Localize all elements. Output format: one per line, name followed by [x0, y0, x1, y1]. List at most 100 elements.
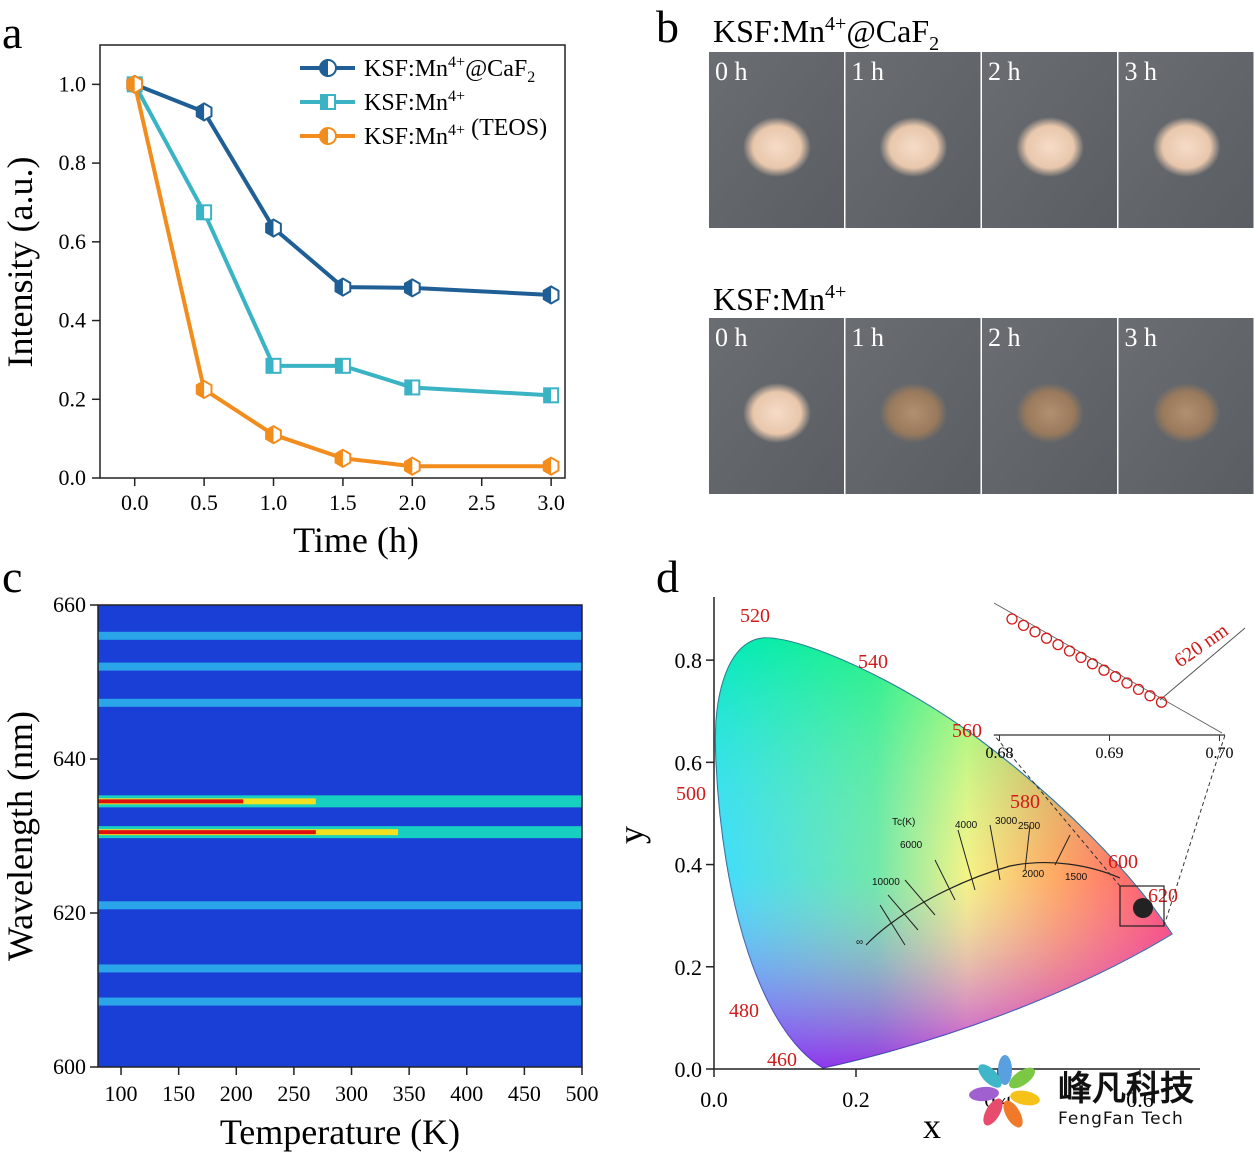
title-sub: 2 [929, 33, 939, 55]
cct-label: ∞ [856, 937, 863, 948]
x-tick-label: 2.0 [399, 490, 427, 515]
x-tick-label: 0.6 [1126, 1087, 1154, 1112]
data-point-fill [404, 457, 413, 475]
inset-data-point [1086, 658, 1099, 670]
cct-label: 2000 [1022, 869, 1045, 880]
powder-sample [743, 117, 811, 177]
wavelength-label: 480 [729, 1000, 759, 1022]
watermark-english-text: FengFan Tech [1058, 1109, 1184, 1129]
zoom-connector [993, 734, 1121, 887]
photo-time-label: 3 h [1125, 57, 1158, 86]
panel-d-cie-diagram: Tc(K) 10000 6000 4000 3000 2500 2000 1500 ∞ 0.0 0… [611, 597, 1246, 1146]
inset-data-point [1040, 632, 1053, 644]
x-tick-label: 3.0 [537, 490, 565, 515]
inset-tick-label: 0.69 [1096, 745, 1124, 762]
y-tick-label: 0.8 [675, 648, 703, 673]
zoom-connector [1163, 734, 1226, 927]
planck-curve [865, 862, 1121, 946]
cct-label: 1500 [1065, 872, 1088, 883]
watermark-logo: 峰凡科技 FengFan Tech [969, 1055, 1194, 1129]
legend-sup: 4+ [448, 88, 465, 105]
watermark-chinese-text: 峰凡科技 [1058, 1069, 1194, 1109]
panel-b-letter: b [656, 1, 679, 52]
photo-group-title: KSF:Mn4+@CaF2 [713, 13, 939, 55]
cct-label: 4000 [955, 820, 978, 831]
wavelength-label: 620 [1148, 885, 1178, 907]
inset-data-point [1109, 670, 1122, 683]
data-point-fill [335, 278, 343, 296]
legend-main: KSF:Mn [364, 124, 448, 150]
inset-data-point [1052, 638, 1064, 651]
data-point-fill [266, 358, 274, 373]
wavelength-label: 540 [858, 651, 888, 673]
y-tick-label: 0.4 [59, 308, 87, 333]
heatmap-band-peak [98, 799, 244, 804]
inset-data-point [1132, 683, 1145, 696]
inset-tick-label: 0.68 [986, 745, 1014, 762]
data-point-fill [266, 426, 274, 444]
title-sup: 4+ [825, 13, 846, 35]
powder-sample [879, 383, 948, 443]
data-point-fill [127, 75, 135, 93]
data-point-fill [543, 286, 552, 304]
isotherm-line [887, 894, 919, 931]
inset-data-point [1017, 619, 1030, 632]
y-tick-label: 0.0 [675, 1057, 703, 1082]
isotherm-line [1024, 824, 1031, 871]
legend-marker-fill [321, 95, 328, 109]
data-point-fill [266, 219, 274, 237]
zoom-box [1119, 885, 1165, 927]
panel-d-xlabel: x [923, 1106, 941, 1146]
photo-time-label: 1 h [852, 57, 885, 86]
photo-time-label: 2 h [988, 57, 1021, 86]
inset-data-point [1144, 690, 1156, 702]
data-point-fill [335, 358, 343, 373]
x-tick-label: 300 [335, 1081, 368, 1106]
wavelength-label: 600 [1108, 851, 1138, 873]
series-line [133, 82, 552, 297]
photo-time-label: 2 h [988, 323, 1021, 352]
y-tick-label: 0.2 [59, 386, 87, 411]
x-tick-label: 450 [508, 1081, 541, 1106]
x-tick-label: 0.0 [700, 1087, 728, 1112]
data-point-fill [196, 103, 205, 121]
y-tick-label: 0.0 [59, 465, 87, 490]
y-tick-label: 0.4 [675, 853, 703, 878]
inset-data-point [1029, 626, 1041, 638]
x-tick-label: 2.5 [468, 490, 496, 515]
isotherm-line [1054, 834, 1071, 866]
photo-time-label: 1 h [852, 323, 885, 352]
isotherm-line [989, 824, 1001, 881]
panel-c-frame [97, 604, 583, 1068]
title-main: KSF:Mn [713, 13, 825, 49]
x-tick-label: 250 [277, 1081, 310, 1106]
wavelength-label: 460 [767, 1049, 797, 1071]
isotherm-line [934, 859, 956, 901]
panel-a-frame [99, 44, 566, 479]
photo-time-label: 0 h [715, 323, 748, 352]
data-point-fill [196, 380, 205, 398]
powder-sample [743, 383, 811, 443]
legend-sub: 2 [527, 69, 535, 86]
wavelength-label: 500 [676, 783, 706, 805]
panel-d-letter: d [656, 551, 679, 602]
y-tick-label: 0.6 [59, 229, 87, 254]
x-tick-label: 1.0 [260, 490, 288, 515]
panel-a-line-chart: 0.0 0.5 1.0 1.5 2.0 2.5 3.00.00.20.40.60.81.0 … [0, 44, 566, 560]
inset-data-point [1098, 664, 1110, 676]
title-main: KSF:Mn [713, 281, 825, 317]
legend-tail: (TEOS) [465, 115, 547, 141]
data-point-fill [405, 380, 413, 395]
panel-c-ticks: 100 150 200 250 300 350 400 450 500 600 620 640 660 [53, 592, 599, 1106]
panel-d-ylabel: y [611, 826, 651, 844]
cie-gamut-shading [715, 637, 1172, 1068]
y-tick-label: 620 [53, 900, 86, 925]
flower-logo-icon [969, 1055, 1040, 1128]
x-tick-label: 0.2 [842, 1087, 870, 1112]
panel-c-ylabel: Wavelength (nm) [0, 711, 40, 961]
inset-data-point [1155, 696, 1168, 708]
x-tick-label: 350 [393, 1081, 426, 1106]
photo-time-label: 3 h [1125, 323, 1158, 352]
